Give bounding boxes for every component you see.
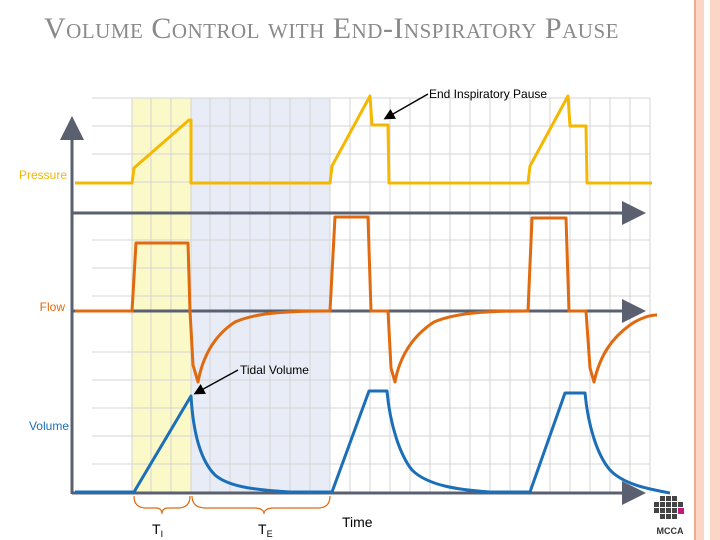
- flow-curve: [75, 215, 658, 384]
- time-label: Time: [342, 514, 373, 530]
- flow-label: Flow: [40, 300, 66, 314]
- ventilator-diagram: Pressure Flow Volume Time End Inspirator…: [19, 87, 671, 539]
- arrow-icon: [383, 93, 429, 120]
- arrow-icon: [193, 369, 239, 395]
- ti-brace: [133, 495, 191, 515]
- slide-title: Volume Control with End-Inspiratory Paus…: [44, 12, 619, 45]
- end-inspiratory-pause-annotation: End Inspiratory Pause: [429, 87, 547, 101]
- pressure-label: Pressure: [19, 168, 67, 182]
- slide-border: [694, 0, 720, 540]
- volume-label: Volume: [29, 419, 69, 433]
- volume-curve: [75, 389, 671, 495]
- te-label: TE: [258, 521, 273, 539]
- mcca-logo-icon: MCCA: [654, 496, 684, 536]
- te-brace: [191, 495, 331, 515]
- ti-label: TI: [152, 521, 163, 539]
- tidal-volume-annotation: Tidal Volume: [240, 363, 309, 377]
- svg-text:MCCA: MCCA: [657, 526, 684, 536]
- pressure-curve: [75, 94, 652, 185]
